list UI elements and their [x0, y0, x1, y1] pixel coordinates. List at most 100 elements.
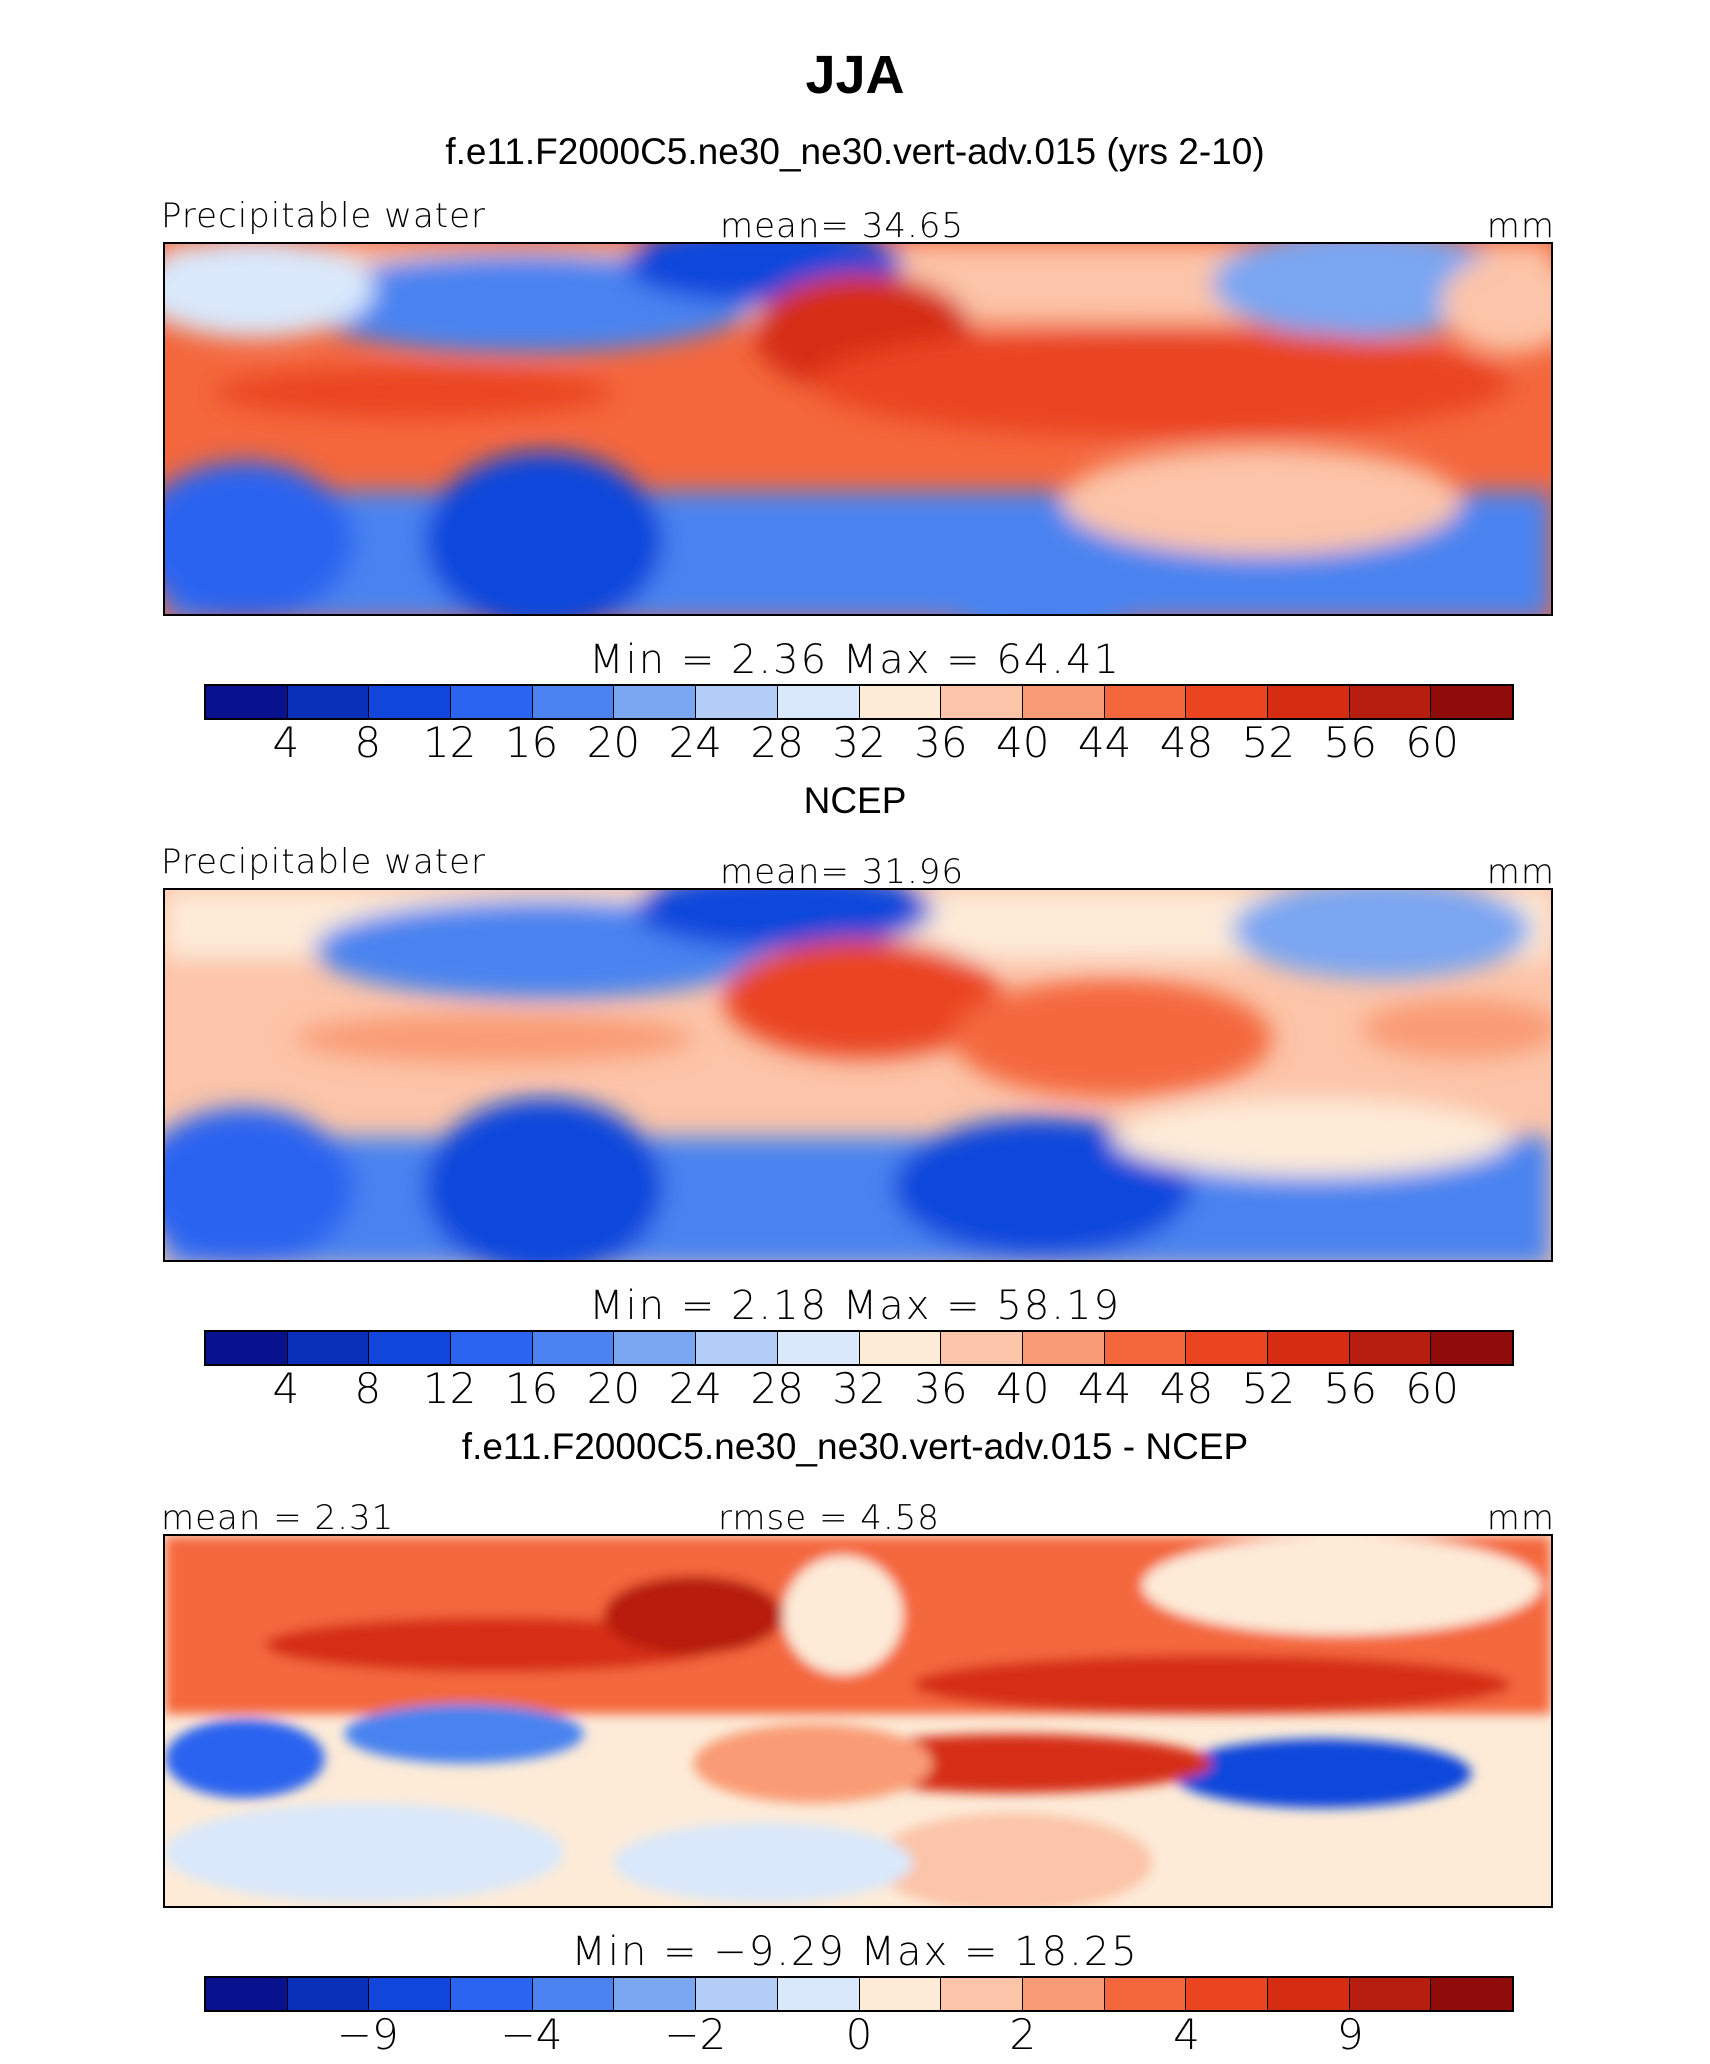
colorbar-tick-label: 48: [1159, 1364, 1214, 1413]
panel-2-units-label: mm: [1486, 852, 1555, 892]
panel-1-units-label: mm: [1486, 206, 1555, 246]
colorbar-tick-label: 52: [1241, 1364, 1296, 1413]
colorbar-swatch: [696, 1978, 778, 2010]
colorbar-swatch: [451, 686, 533, 718]
panel-3-map: [163, 1534, 1553, 1908]
colorbar-tick-label: 28: [750, 1364, 804, 1413]
panel-1-colorbar: [204, 684, 1514, 720]
panel-2-colorbar-ticks: 4 8 12 16 20 24 28 32 36 40 44 48 52 56 60: [0, 1364, 1710, 1414]
colorbar-tick-label: 4: [1173, 2010, 1200, 2059]
colorbar-swatch: [287, 686, 370, 718]
colorbar-tick-label: 40: [996, 1364, 1050, 1413]
colorbar-tick-label: 12: [422, 718, 477, 767]
colorbar-swatch: [1349, 1332, 1432, 1364]
colorbar-tick-label: 16: [504, 1364, 559, 1413]
colorbar-swatch: [1267, 1332, 1350, 1364]
panel-3-mean-label: mean = 2.31: [161, 1498, 395, 1538]
colorbar-tick-label: 56: [1323, 1364, 1377, 1413]
colorbar-swatch: [369, 1978, 452, 2010]
colorbar-tick-label: −2: [664, 2010, 727, 2059]
colorbar-swatch: [1104, 686, 1187, 718]
colorbar-swatch: [451, 1332, 533, 1364]
colorbar-swatch: [777, 1332, 860, 1364]
panel-3-minmax: Min = −9.29 Max = 18.25: [571, 1929, 1139, 1975]
colorbar-swatch: [614, 1978, 697, 2010]
panel-2-mean-label: mean= 31.96: [720, 852, 965, 892]
figure-title: JJA: [805, 45, 905, 105]
colorbar-tick-label: 8: [354, 1364, 382, 1413]
colorbar-tick-label: 16: [504, 718, 559, 767]
colorbar-swatch: [859, 686, 942, 718]
panel-1-title: f.e11.F2000C5.ne30_ne30.vert-adv.015 (yr…: [445, 131, 1265, 172]
colorbar-tick-label: −4: [500, 2010, 563, 2059]
colorbar-swatch: [1104, 1978, 1187, 2010]
colorbar-swatch: [1022, 1332, 1105, 1364]
colorbar-tick-label: 40: [996, 718, 1050, 767]
colorbar-tick-label: 24: [668, 718, 722, 767]
colorbar-swatch: [206, 686, 288, 718]
colorbar-tick-label: 36: [914, 1364, 968, 1413]
colorbar-tick-label: 32: [832, 718, 886, 767]
colorbar-swatch: [369, 686, 452, 718]
colorbar-swatch: [206, 1332, 288, 1364]
colorbar-swatch: [1267, 686, 1350, 718]
colorbar-tick-label: 4: [272, 718, 300, 767]
colorbar-tick-label: 0: [845, 2010, 873, 2059]
colorbar-swatch: [1267, 1978, 1350, 2010]
panel-1-colorbar-ticks: 4 8 12 16 20 24 28 32 36 40 44 48 52 56 60: [0, 718, 1710, 768]
colorbar-swatch: [451, 1978, 533, 2010]
colorbar-tick-label: 56: [1323, 718, 1377, 767]
panel-3-units-label: mm: [1486, 1498, 1555, 1538]
colorbar-swatch: [777, 686, 860, 718]
colorbar-tick-label: 2: [1009, 2010, 1037, 2059]
colorbar-swatch: [941, 686, 1023, 718]
colorbar-swatch: [859, 1332, 942, 1364]
panel-2-map: [163, 888, 1553, 1262]
colorbar-swatch: [696, 686, 778, 718]
colorbar-tick-label: 20: [586, 718, 641, 767]
colorbar-swatch: [532, 1978, 615, 2010]
colorbar-swatch: [1431, 686, 1512, 718]
colorbar-swatch: [532, 1332, 615, 1364]
colorbar-swatch: [1431, 1332, 1512, 1364]
colorbar-swatch: [206, 1978, 288, 2010]
colorbar-tick-label: 60: [1405, 718, 1459, 767]
colorbar-swatch: [1022, 1978, 1105, 2010]
colorbar-swatch: [614, 686, 697, 718]
colorbar-swatch: [287, 1332, 370, 1364]
colorbar-tick-label: 48: [1159, 718, 1214, 767]
panel-2-title: NCEP: [803, 780, 907, 821]
colorbar-tick-label: −9: [336, 2010, 399, 2059]
colorbar-tick-label: 24: [668, 1364, 722, 1413]
colorbar-tick-label: 32: [832, 1364, 886, 1413]
colorbar-swatch: [1349, 686, 1432, 718]
colorbar-swatch: [1186, 1978, 1268, 2010]
colorbar-swatch: [1186, 686, 1268, 718]
panel-3-colorbar-ticks: −9 −4 −2 0 2 4 9: [0, 2010, 1710, 2060]
panel-2-variable-label: Precipitable water: [161, 842, 487, 882]
colorbar-tick-label: 8: [354, 718, 382, 767]
panel-3-colorbar: [204, 1976, 1514, 2012]
colorbar-tick-label: 36: [914, 718, 968, 767]
colorbar-tick-label: 12: [422, 1364, 477, 1413]
panel-2-minmax: Min = 2.18 Max = 58.19: [589, 1283, 1121, 1329]
colorbar-tick-label: 44: [1077, 1364, 1132, 1413]
panel-1-variable-label: Precipitable water: [161, 196, 487, 236]
colorbar-swatch: [1022, 686, 1105, 718]
colorbar-swatch: [696, 1332, 778, 1364]
colorbar-swatch: [941, 1332, 1023, 1364]
colorbar-swatch: [287, 1978, 370, 2010]
colorbar-swatch: [532, 686, 615, 718]
colorbar-tick-label: 28: [750, 718, 804, 767]
colorbar-tick-label: 20: [586, 1364, 641, 1413]
panel-2-colorbar: [204, 1330, 1514, 1366]
colorbar-tick-label: 60: [1405, 1364, 1459, 1413]
panel-1-mean-label: mean= 34.65: [720, 206, 965, 246]
colorbar-swatch: [1104, 1332, 1187, 1364]
panel-1-minmax: Min = 2.36 Max = 64.41: [589, 637, 1121, 683]
colorbar-swatch: [1431, 1978, 1512, 2010]
colorbar-swatch: [777, 1978, 860, 2010]
colorbar-swatch: [941, 1978, 1023, 2010]
colorbar-tick-label: 4: [272, 1364, 300, 1413]
colorbar-tick-label: 9: [1336, 2010, 1364, 2059]
